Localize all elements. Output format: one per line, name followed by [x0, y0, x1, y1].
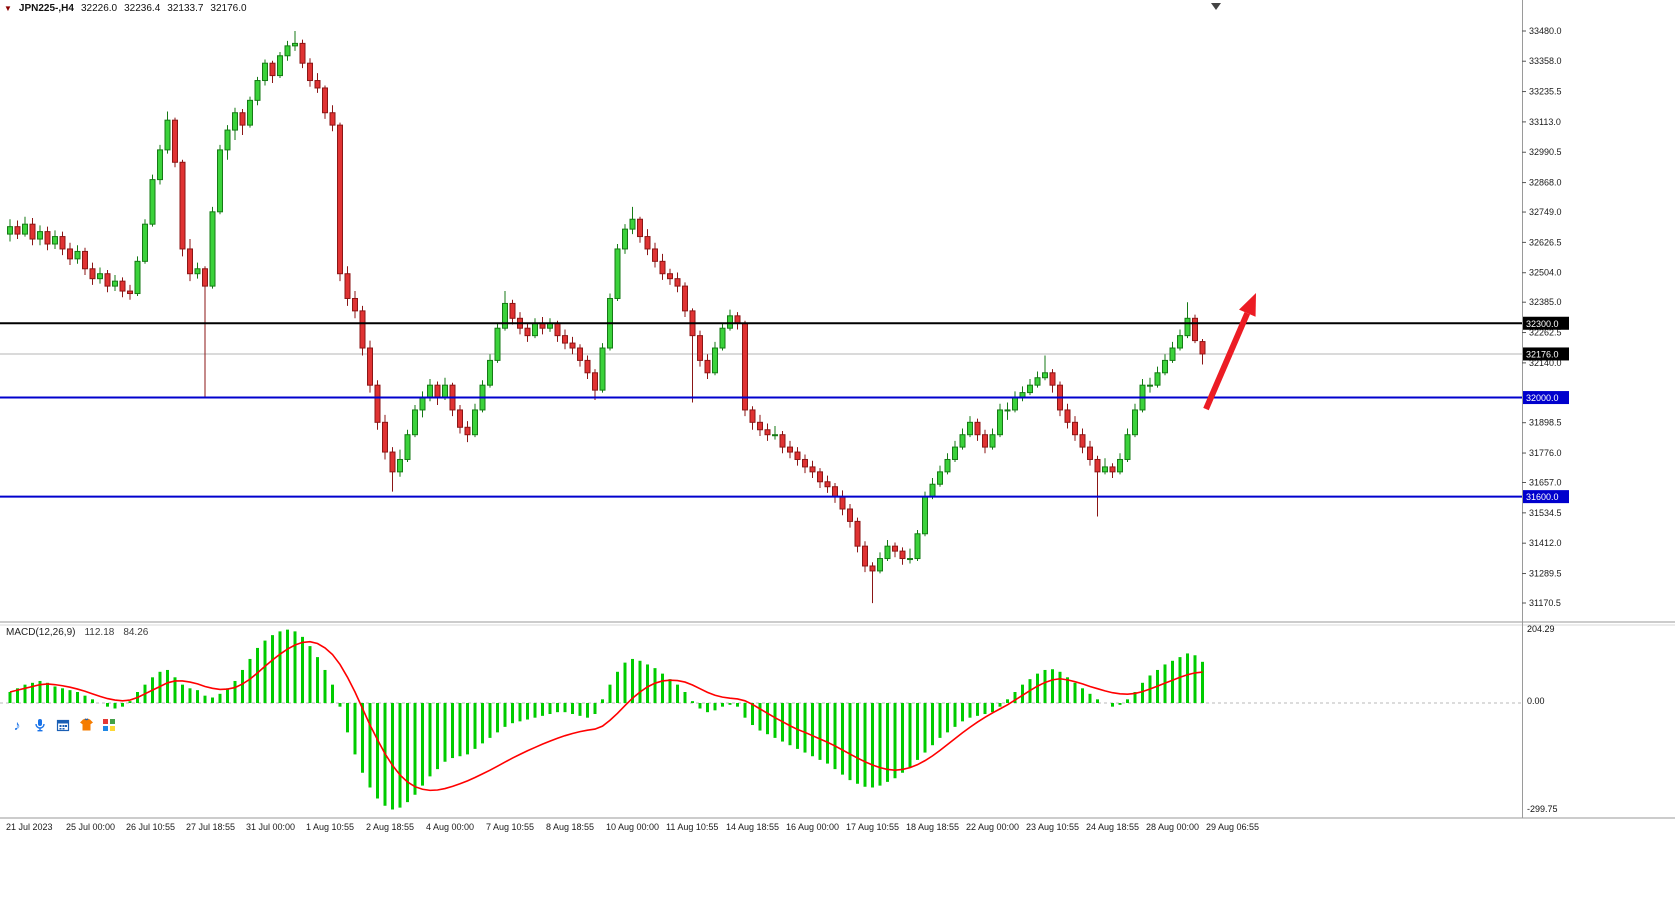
price-axis-label: 33480.0 — [1529, 26, 1562, 36]
price-axis-label: 32504.0 — [1529, 268, 1562, 278]
ohlc-open: 32226.0 — [80, 3, 118, 14]
apps-grid-icon[interactable] — [100, 716, 118, 734]
price-level-box: 32300.0 — [1526, 319, 1559, 329]
symbol-timeframe-label: JPN225-,H4 — [18, 3, 74, 14]
calendar-icon[interactable] — [54, 716, 72, 734]
price-axis-label: 33235.5 — [1529, 87, 1562, 97]
time-axis-label: 7 Aug 10:55 — [486, 822, 534, 832]
time-axis-label: 8 Aug 18:55 — [546, 822, 594, 832]
horizontal-level-lines[interactable] — [0, 322, 1522, 498]
time-axis-label: 26 Jul 10:55 — [126, 822, 175, 832]
macd-signal-line — [9, 640, 1203, 792]
price-axis-label: 32868.0 — [1529, 178, 1562, 188]
candlestick-series — [7, 31, 1206, 604]
ohlc-low: 32133.7 — [167, 3, 204, 14]
note-icon[interactable]: ♪ — [13, 717, 21, 733]
price-axis-boxes: 32176.0 32300.0 32000.0 31600.0 — [1523, 316, 1569, 504]
time-axis-label: 14 Aug 18:55 — [726, 822, 779, 832]
price-axis[interactable]: 33480.0 33358.0 33235.5 33113.0 32990.5 32868… — [1522, 26, 1562, 608]
time-axis-label: 2 Aug 18:55 — [366, 822, 414, 832]
price-level-box: 31600.0 — [1526, 492, 1559, 502]
price-axis-label: 31412.0 — [1529, 538, 1562, 548]
collapse-triangle-icon[interactable]: ▼ — [4, 3, 12, 13]
price-axis-label: 31170.5 — [1529, 598, 1561, 608]
symbol-info-bar: ▼ JPN225-,H4 32226.0 32236.4 32133.7 321… — [4, 3, 247, 14]
time-axis-label: 28 Aug 00:00 — [1146, 822, 1199, 832]
time-axis-label: 23 Aug 10:55 — [1026, 822, 1079, 832]
time-axis-label: 22 Aug 00:00 — [966, 822, 1019, 832]
time-axis-label: 27 Jul 18:55 — [186, 822, 235, 832]
price-axis-label: 32262.5 — [1529, 328, 1562, 338]
macd-indicator-label: MACD(12,26,9) 112.18 84.26 — [6, 627, 148, 638]
arrow-annotation[interactable] — [1203, 293, 1256, 411]
time-axis-label: 16 Aug 00:00 — [786, 822, 839, 832]
ohlc-high: 32236.4 — [124, 3, 161, 14]
panel-dividers — [0, 0, 1675, 819]
macd-scale-zero: 0.00 — [1527, 696, 1545, 706]
price-axis-label: 33358.0 — [1529, 56, 1562, 66]
price-axis-label: 33113.0 — [1529, 117, 1561, 127]
time-axis-label: 17 Aug 10:55 — [846, 822, 899, 832]
price-axis-label: 32626.5 — [1529, 237, 1562, 247]
time-axis-label: 29 Aug 06:55 — [1206, 822, 1259, 832]
time-axis-label: 18 Aug 18:55 — [906, 822, 959, 832]
time-axis-label: 1 Aug 10:55 — [306, 822, 354, 832]
ohlc-close: 32176.0 — [210, 3, 247, 14]
price-axis-label: 32990.5 — [1529, 147, 1562, 157]
time-axis-label: 25 Jul 00:00 — [66, 822, 115, 832]
microphone-icon[interactable] — [31, 716, 49, 734]
price-level-box: 32176.0 — [1526, 349, 1559, 359]
price-axis-label: 31776.0 — [1529, 448, 1562, 458]
macd-histogram — [8, 629, 1204, 810]
time-axis-label: 11 Aug 10:55 — [666, 822, 718, 832]
price-axis-label: 31289.5 — [1529, 569, 1562, 579]
macd-scale-bottom: -299.75 — [1527, 804, 1558, 814]
price-axis-label: 31898.5 — [1529, 418, 1562, 428]
price-level-box: 32000.0 — [1526, 393, 1559, 403]
price-axis-label: 32749.0 — [1529, 207, 1562, 217]
macd-scale-top: 204.29 — [1527, 624, 1555, 634]
price-axis-label: 31534.5 — [1529, 508, 1562, 518]
floating-toolbar: ♪ — [5, 714, 121, 736]
time-axis-label: 31 Jul 00:00 — [246, 822, 295, 832]
time-axis-label: 10 Aug 00:00 — [606, 822, 659, 832]
time-axis-label: 4 Aug 00:00 — [426, 822, 474, 832]
time-axis-label: 24 Aug 18:55 — [1086, 822, 1139, 832]
price-axis-label: 32385.0 — [1529, 297, 1562, 307]
time-axis-label: 21 Jul 2023 — [6, 822, 53, 832]
macd-name: MACD(12,26,9) — [6, 627, 76, 638]
macd-signal-value: 84.26 — [123, 627, 149, 638]
macd-main-value: 112.18 — [84, 627, 115, 638]
price-axis-label: 31657.0 — [1529, 478, 1562, 488]
price-axis-label: 32140.0 — [1529, 358, 1562, 368]
time-axis[interactable]: 21 Jul 2023 25 Jul 00:00 26 Jul 10:55 27 Ju… — [6, 822, 1259, 832]
chart-shift-marker[interactable] — [1211, 3, 1221, 10]
shirt-icon[interactable] — [77, 716, 95, 734]
